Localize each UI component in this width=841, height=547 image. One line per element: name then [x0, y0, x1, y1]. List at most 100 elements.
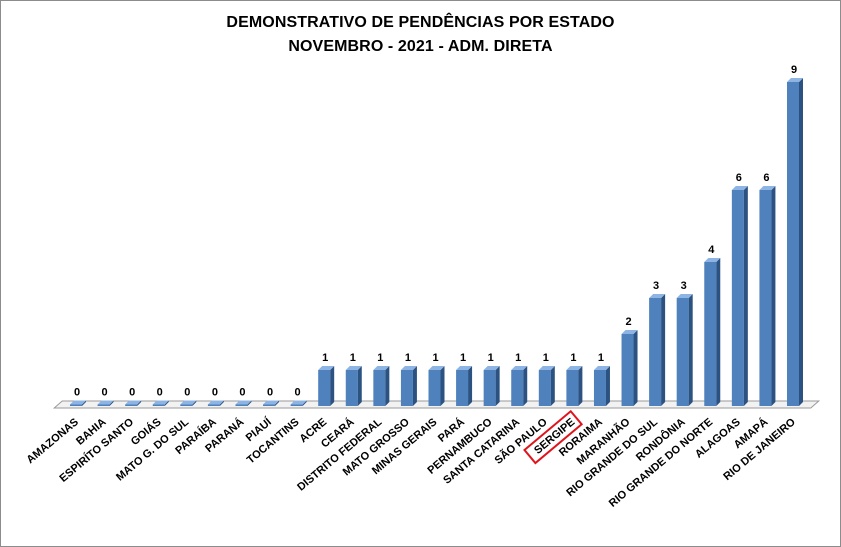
- bar: [152, 400, 169, 406]
- value-label: 0: [129, 387, 135, 399]
- bar-top: [263, 400, 280, 405]
- bar-top: [731, 186, 748, 190]
- bar-side: [633, 330, 638, 406]
- bar: [97, 400, 114, 406]
- bar-front: [125, 404, 138, 406]
- bar: [373, 366, 390, 406]
- bar-side: [109, 400, 114, 406]
- bar-top: [70, 400, 86, 405]
- value-label: 1: [543, 352, 549, 364]
- bar-top: [787, 78, 803, 82]
- bar-side: [385, 366, 390, 406]
- bar: [400, 366, 417, 406]
- bar-front: [483, 370, 496, 406]
- value-label: 1: [598, 352, 604, 364]
- value-label: 3: [653, 280, 659, 292]
- bar-top: [428, 366, 445, 370]
- bar: [318, 366, 335, 406]
- bar-side: [357, 366, 362, 406]
- bar-side: [661, 294, 666, 406]
- bar: [621, 330, 638, 406]
- value-label: 1: [377, 352, 383, 364]
- value-label: 1: [405, 352, 411, 364]
- value-label: 0: [212, 387, 218, 399]
- value-label: 0: [267, 387, 273, 399]
- bar-top: [676, 294, 693, 298]
- bar-top: [621, 330, 638, 334]
- bar-side: [82, 400, 86, 406]
- bar-side: [247, 400, 252, 406]
- bar-top: [704, 258, 721, 262]
- bar-top: [290, 400, 307, 405]
- bar: [428, 366, 445, 406]
- bar: [759, 186, 776, 406]
- value-label: 4: [708, 244, 715, 256]
- bar-top: [511, 366, 528, 370]
- highlight-box: [523, 409, 584, 465]
- bar: [593, 366, 610, 406]
- highlight-group: [523, 409, 584, 465]
- bar-top: [566, 366, 583, 370]
- bar: [290, 400, 307, 406]
- bar-side: [468, 366, 473, 406]
- bar-front: [428, 370, 441, 406]
- bar-front: [70, 404, 82, 406]
- bar: [70, 400, 86, 406]
- bar: [456, 366, 473, 406]
- bar-front: [290, 404, 303, 406]
- bar: [207, 400, 224, 406]
- chart-title-line-1: DEMONSTRATIVO DE PENDÊNCIAS POR ESTADO: [226, 14, 615, 31]
- value-label: 0: [74, 387, 80, 399]
- category-label: AMAZONAS: [25, 416, 81, 466]
- bar-side: [578, 366, 583, 406]
- bar-front: [263, 404, 276, 406]
- bar-side: [771, 186, 776, 406]
- bar-front: [704, 262, 717, 406]
- bar-side: [523, 366, 528, 406]
- bar-top: [593, 366, 610, 370]
- bar-side: [302, 400, 307, 406]
- value-label: 1: [350, 352, 356, 364]
- bar-side: [192, 400, 197, 406]
- bar-front: [538, 370, 551, 406]
- bar-side: [743, 186, 748, 406]
- bar-top: [97, 400, 114, 405]
- bar-side: [495, 366, 500, 406]
- bar-front: [345, 370, 358, 406]
- chart-title-line-2: NOVEMBRO - 2021 - ADM. DIRETA: [288, 38, 553, 55]
- value-label: 0: [157, 387, 163, 399]
- bar-top: [235, 400, 252, 405]
- value-label: 6: [736, 172, 742, 184]
- bar: [345, 366, 362, 406]
- value-label: 1: [515, 352, 521, 364]
- bar-side: [275, 400, 280, 406]
- value-label: 3: [681, 280, 687, 292]
- bar-front: [97, 404, 110, 406]
- bars-group: [70, 78, 803, 406]
- bar-top: [538, 366, 555, 370]
- value-label: 1: [322, 352, 328, 364]
- bar-front: [373, 370, 386, 406]
- value-label: 1: [570, 352, 576, 364]
- bar: [125, 400, 142, 406]
- bar-top: [483, 366, 500, 370]
- bar-side: [799, 78, 803, 406]
- bar-side: [330, 366, 335, 406]
- bar-front: [180, 404, 193, 406]
- value-label: 0: [239, 387, 245, 399]
- value-label: 6: [763, 172, 769, 184]
- bar-front: [511, 370, 524, 406]
- value-label: 0: [102, 387, 108, 399]
- value-label: 0: [184, 387, 190, 399]
- bar-top: [180, 400, 197, 405]
- bar-side: [605, 366, 610, 406]
- bar: [676, 294, 693, 406]
- bar-front: [318, 370, 331, 406]
- bar-side: [716, 258, 721, 406]
- bar-front: [676, 298, 689, 406]
- bar-front: [400, 370, 413, 406]
- value-label: 0: [295, 387, 301, 399]
- bar: [704, 258, 721, 406]
- bar: [787, 78, 803, 406]
